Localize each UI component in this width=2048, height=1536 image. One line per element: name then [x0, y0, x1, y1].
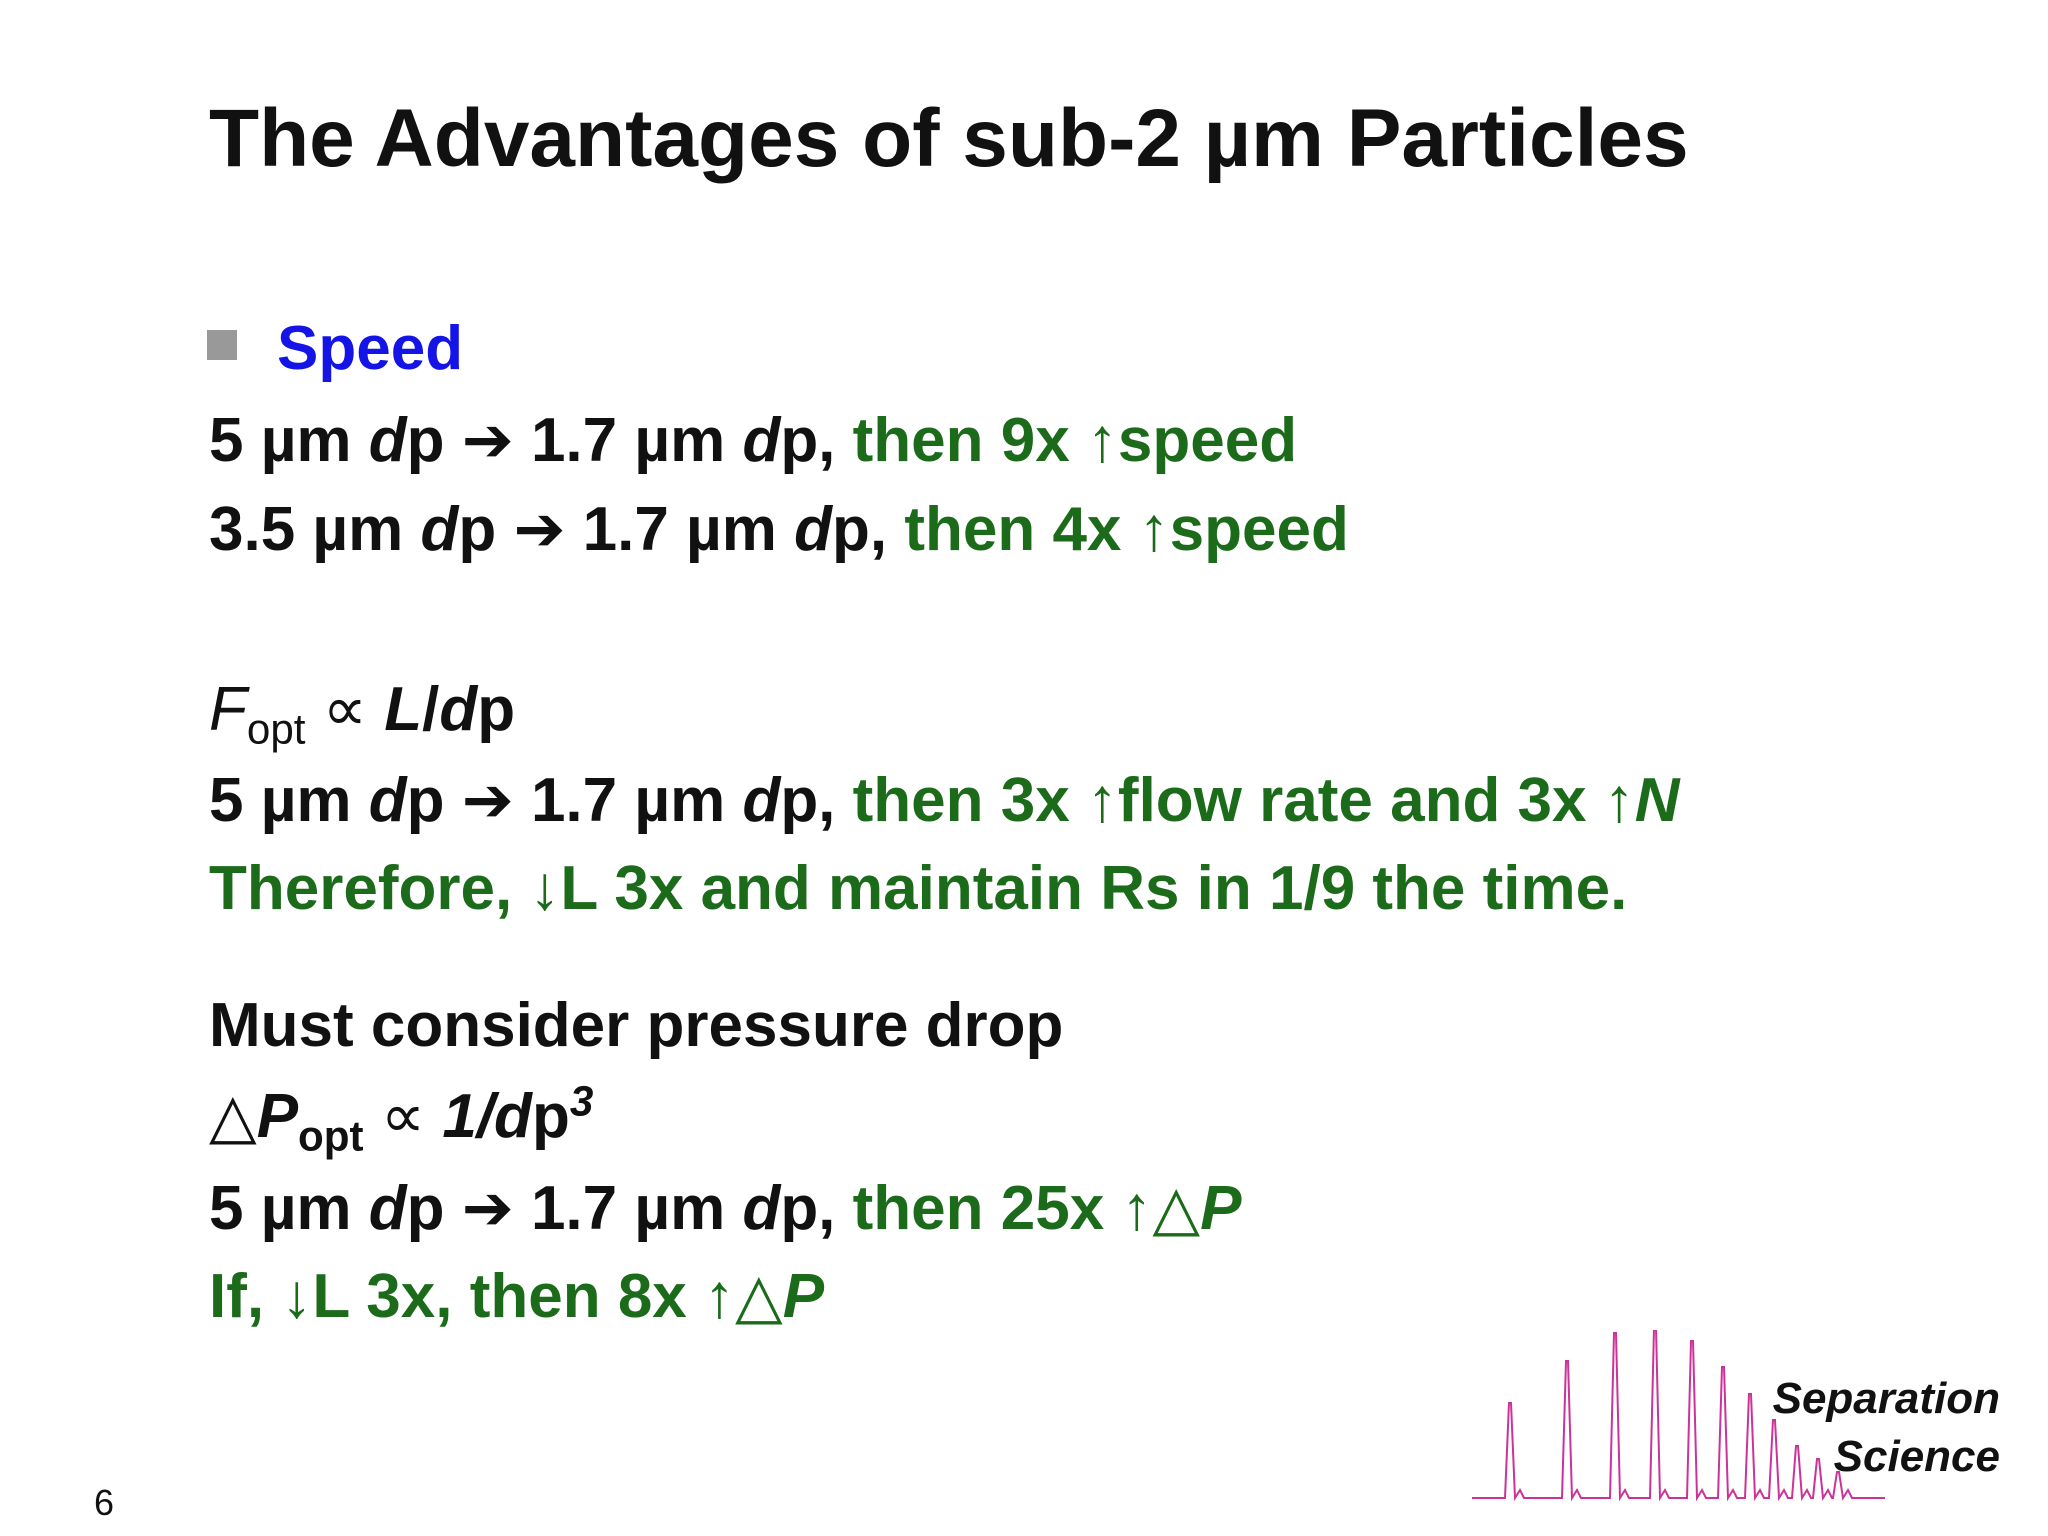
text: P: [1200, 1174, 1242, 1243]
text: d: [368, 1174, 407, 1243]
text: then 9x ↑speed: [852, 406, 1298, 475]
text: p,: [780, 1174, 853, 1243]
chromatogram-trace: [1472, 1330, 1885, 1502]
text: 5 µm: [209, 406, 369, 475]
chromatogram-logo: [1472, 1330, 1885, 1502]
text: Therefore, ↓L 3x and maintain Rs in 1/9 …: [209, 854, 1628, 923]
text: d: [368, 406, 407, 475]
text: If, ↓L 3x, then 8x ↑△: [209, 1262, 783, 1331]
text: 5 µm: [209, 766, 369, 835]
text: then 4x ↑speed: [904, 495, 1349, 564]
text: d: [742, 406, 781, 475]
text: opt: [298, 1112, 364, 1160]
text: p ➔ 1.7 µm: [406, 1174, 743, 1243]
text-line: 5 µm dp ➔ 1.7 µm dp, then 25x ↑△P: [209, 1178, 1241, 1240]
text: p,: [832, 495, 905, 564]
text: P: [256, 1082, 299, 1151]
text: Must consider pressure drop: [209, 991, 1064, 1060]
text: ∝: [363, 1082, 443, 1151]
text: d: [794, 495, 833, 564]
text-line: 5 µm dp ➔ 1.7 µm dp, then 9x ↑speed: [209, 410, 1297, 472]
text: p ➔ 1.7 µm: [406, 406, 743, 475]
text: d: [368, 766, 407, 835]
text: 1/d: [442, 1082, 532, 1151]
text: p,: [780, 406, 853, 475]
text: d: [439, 675, 478, 744]
text: p: [531, 1082, 570, 1151]
text: 5 µm: [209, 1174, 369, 1243]
text: P: [782, 1262, 825, 1331]
text-line: 5 µm dp ➔ 1.7 µm dp, then 3x ↑flow rate …: [209, 770, 1680, 832]
text: L: [384, 675, 423, 744]
logo-text: Science: [1833, 1432, 2000, 1481]
slide-title: The Advantages of sub-2 µm Particles: [209, 93, 1689, 184]
page-number: 6: [94, 1482, 115, 1523]
text: 3.5 µm: [209, 495, 421, 564]
text-line: Must consider pressure drop: [209, 995, 1063, 1057]
text: d: [742, 1174, 781, 1243]
bullet-heading: Speed: [277, 314, 464, 383]
bullet-marker: [207, 330, 237, 360]
text: △: [209, 1082, 257, 1151]
text-line: Fopt ∝ L/dp: [209, 679, 515, 750]
text: then 3x ↑flow rate and 3x ↑: [852, 766, 1635, 835]
text: opt: [246, 705, 306, 753]
text-line: If, ↓L 3x, then 8x ↑△P: [209, 1266, 824, 1328]
text: p ➔ 1.7 µm: [406, 766, 743, 835]
text-line: Therefore, ↓L 3x and maintain Rs in 1/9 …: [209, 858, 1627, 920]
text: p,: [780, 766, 853, 835]
text: ∝: [305, 675, 385, 744]
text: /: [422, 675, 440, 744]
text: d: [420, 495, 459, 564]
text: p ➔ 1.7 µm: [458, 495, 795, 564]
text: p: [477, 675, 516, 744]
text-line: 3.5 µm dp ➔ 1.7 µm dp, then 4x ↑speed: [209, 499, 1349, 561]
logo-text: Separation: [1772, 1374, 2000, 1423]
text-line: △Popt ∝ 1/dp3: [209, 1080, 593, 1157]
text: N: [1634, 766, 1680, 835]
text: 3: [569, 1077, 594, 1125]
text: d: [742, 766, 781, 835]
text: F: [209, 675, 247, 744]
text: then 25x ↑△: [852, 1174, 1201, 1243]
